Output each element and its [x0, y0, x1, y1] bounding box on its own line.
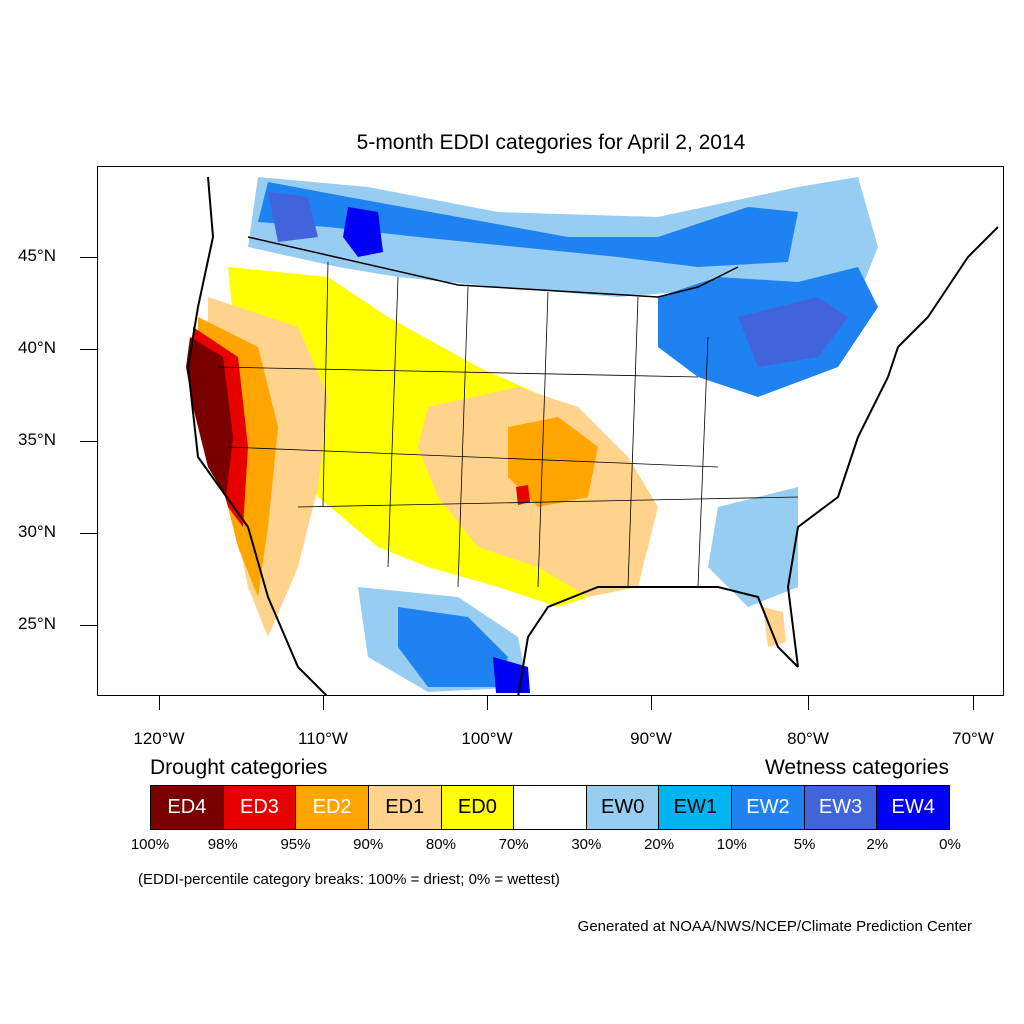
region-ed3-central	[516, 485, 530, 505]
category-legend: ED4 ED3 ED2 ED1 ED0 EW0 EW1 EW2 EW3 EW4	[150, 785, 950, 830]
region-ed2-central	[508, 417, 598, 507]
percentile-break-label: 2%	[866, 836, 889, 853]
lon-tick	[808, 696, 809, 710]
wetness-categories-heading: Wetness categories	[764, 756, 949, 779]
percentile-break-label: 100%	[130, 836, 170, 853]
lat-label: 25°N	[18, 614, 56, 633]
lat-label: 45°N	[18, 246, 56, 265]
lon-tick	[487, 696, 488, 710]
lon-tick	[651, 696, 652, 710]
legend-box-ed1: ED1	[368, 786, 442, 829]
percentile-break-label: 90%	[353, 836, 384, 853]
map-plot-area	[97, 166, 1004, 696]
coastline	[186, 176, 999, 695]
region-ew4-north	[343, 207, 383, 257]
legend-box-ed3: ED3	[223, 786, 297, 829]
lon-label: 90°W	[630, 729, 672, 748]
lon-label: 70°W	[952, 729, 994, 748]
percentile-break-label: 95%	[280, 836, 311, 853]
lon-tick	[159, 696, 160, 710]
lat-label: 35°N	[18, 430, 56, 449]
legend-box-ew1: EW1	[659, 786, 733, 829]
percentile-break-label: 98%	[207, 836, 238, 853]
percentile-break-label: 5%	[793, 836, 816, 853]
percentile-break-label: 10%	[716, 836, 747, 853]
legend-box-ew0: EW0	[586, 786, 660, 829]
lat-tick	[80, 349, 97, 350]
percentile-break-label: 20%	[644, 836, 675, 853]
category-breaks-note: (EDDI-percentile category breaks: 100% =…	[138, 871, 560, 888]
legend-box-ed2: ED2	[296, 786, 369, 829]
legend-box-neutral	[514, 786, 587, 829]
region-ew3-greatlakes	[738, 297, 848, 367]
region-ew0-southeast	[708, 487, 798, 607]
lon-tick	[323, 696, 324, 710]
legend-box-ed0: ED0	[441, 786, 515, 829]
state-boundaries	[217, 261, 799, 588]
eddi-map	[186, 176, 999, 695]
lat-label: 30°N	[18, 522, 56, 541]
us-canada-border	[247, 236, 739, 298]
region-ed1-florida	[763, 607, 786, 647]
legend-box-ew3: EW3	[804, 786, 878, 829]
legend-box-ew4: EW4	[877, 786, 950, 829]
percentile-break-label: 0%	[939, 836, 961, 853]
drought-categories-heading: Drought categories	[150, 756, 328, 779]
region-ew3-north-a	[268, 192, 318, 242]
legend-box-ed4: ED4	[151, 786, 224, 829]
lon-label: 80°W	[787, 729, 829, 748]
percentile-break-label: 70%	[498, 836, 529, 853]
map-title: 5-month EDDI categories for April 2, 201…	[356, 131, 746, 154]
region-ew2-north	[258, 182, 798, 267]
percentile-break-label: 30%	[571, 836, 602, 853]
region-ew2-mexico	[398, 607, 508, 687]
lon-tick	[973, 696, 974, 710]
lat-tick	[80, 625, 97, 626]
lat-tick	[80, 441, 97, 442]
lon-label: 110°W	[298, 729, 348, 748]
region-ed4-westcoast	[186, 337, 233, 497]
lat-label: 40°N	[18, 338, 56, 357]
percentile-break-label: 80%	[425, 836, 456, 853]
credit-line: Generated at NOAA/NWS/NCEP/Climate Predi…	[577, 918, 972, 935]
lon-label: 100°W	[461, 729, 513, 748]
lat-tick	[80, 533, 97, 534]
lon-label: 120°W	[133, 729, 185, 748]
legend-box-ew2: EW2	[732, 786, 805, 829]
lat-tick	[80, 257, 97, 258]
